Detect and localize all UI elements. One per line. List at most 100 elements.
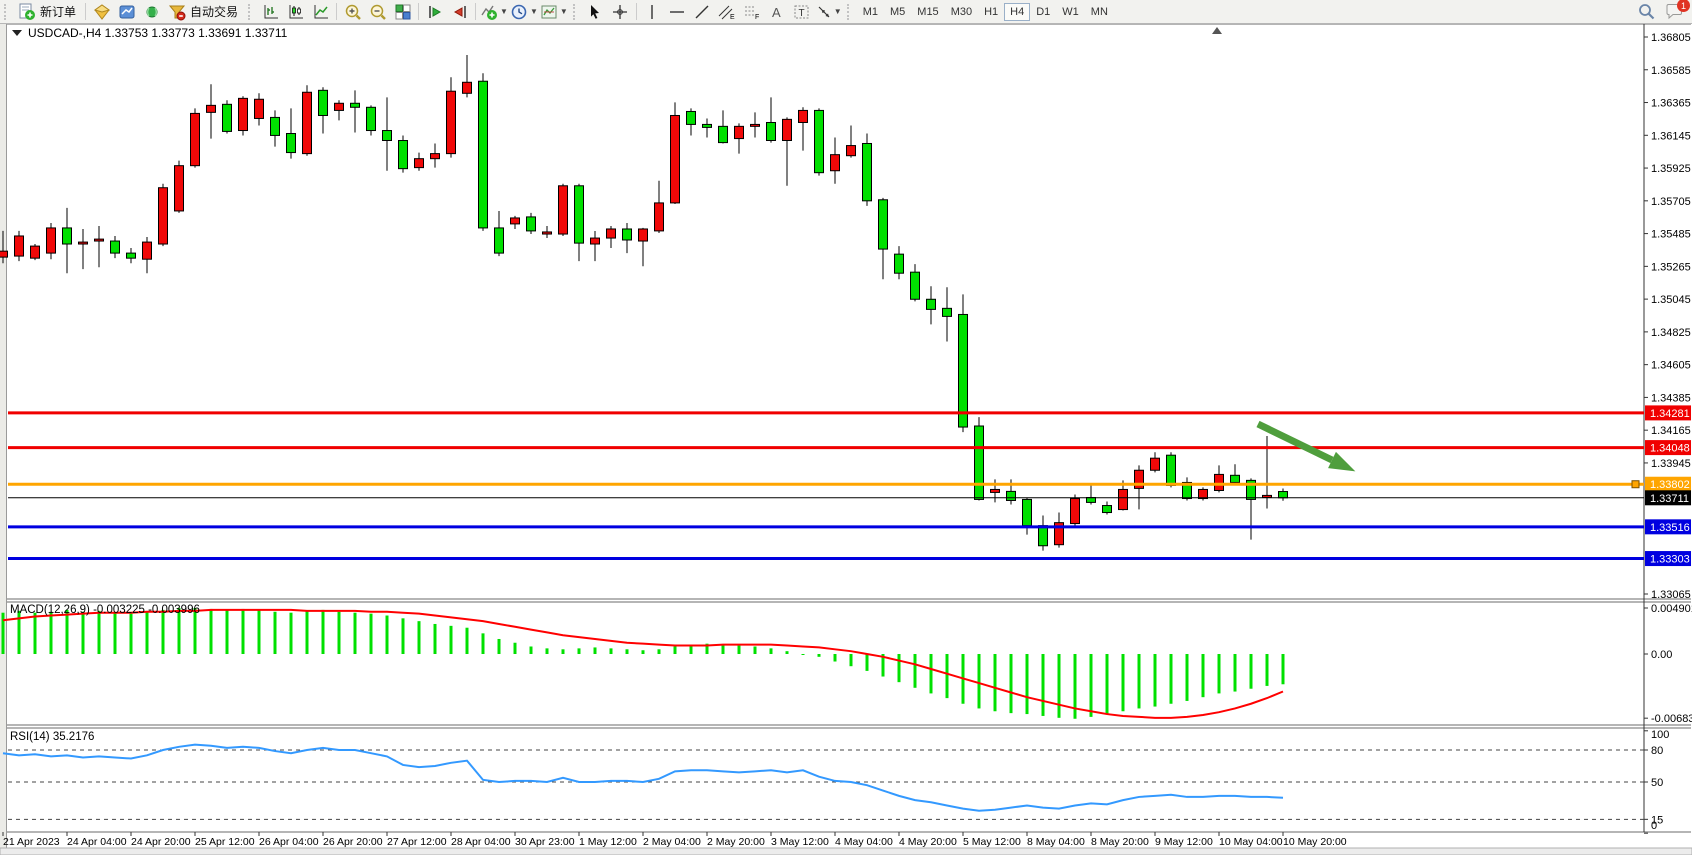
macd-bar: [977, 654, 981, 709]
candle-body: [398, 140, 408, 170]
vertical-line-tool-button[interactable]: [641, 1, 664, 22]
tile-windows-button[interactable]: [391, 1, 414, 22]
macd-bar: [513, 642, 517, 654]
horizontal-line-tool-button[interactable]: [666, 1, 689, 22]
macd-bar: [1089, 654, 1093, 717]
macd-bar: [497, 638, 501, 654]
crosshair-tool-button[interactable]: [609, 1, 632, 22]
candlestick-mode-button[interactable]: [284, 1, 307, 22]
candle-body: [1038, 525, 1048, 547]
market-watch-button[interactable]: [90, 1, 113, 22]
candle-body: [1118, 488, 1128, 511]
price-tick-label: 1.35705: [1651, 196, 1691, 208]
timeframe-m1[interactable]: M1: [862, 5, 878, 18]
new-order-button[interactable]: 新订单: [15, 1, 81, 22]
macd-bar: [785, 651, 789, 654]
macd-bar: [1, 612, 5, 654]
svg-text:A: A: [772, 5, 781, 20]
price-tick-label: 1.35265: [1651, 261, 1691, 273]
equidistant-channel-tool-button[interactable]: E: [716, 1, 739, 22]
chart-shift-button[interactable]: [448, 1, 471, 22]
price-line-label-text: 1.33711: [1650, 493, 1689, 505]
candle-body: [574, 185, 584, 244]
price-line-label-text: 1.33802: [1650, 479, 1690, 491]
macd-bar: [1025, 654, 1029, 715]
arrows-tool-button[interactable]: ▼: [816, 1, 842, 22]
timeframe-m30[interactable]: M30: [950, 5, 973, 18]
time-tick-label: 2 May 04:00: [643, 836, 701, 848]
candle-body: [766, 121, 776, 142]
bar-chart-mode-button[interactable]: [259, 1, 282, 22]
timeframe-d1[interactable]: D1: [1036, 5, 1051, 18]
channel-icon: E: [718, 5, 735, 20]
periods-button[interactable]: ▼: [510, 1, 538, 22]
candle-body: [1182, 481, 1192, 500]
price-tick-label: 1.34385: [1651, 392, 1691, 404]
rsi-axis-label: 100: [1651, 729, 1669, 741]
toolbar-gripper[interactable]: [572, 3, 580, 20]
candle-body: [638, 228, 648, 242]
timeframe-w1[interactable]: W1: [1062, 5, 1079, 18]
candle-body: [318, 89, 328, 116]
candle-body: [62, 227, 72, 245]
candle-body: [510, 217, 520, 225]
time-axis[interactable]: 21 Apr 2023 24 Apr 04:00 24 Apr 20:00 25 Ap…: [2, 832, 1347, 848]
timeframe-m5[interactable]: M5: [890, 5, 906, 18]
cursor-tool-button[interactable]: [584, 1, 607, 22]
text-label-tool-button[interactable]: T: [791, 1, 814, 22]
symbol-dropdown-icon[interactable]: [12, 30, 22, 36]
new-order-icon: [19, 3, 35, 20]
fibonacci-tool-button[interactable]: F: [741, 1, 764, 22]
candle-body: [1214, 473, 1224, 491]
svg-text:T: T: [799, 8, 805, 19]
zoom-out-icon: [370, 4, 386, 20]
price-line-label: [1645, 490, 1691, 506]
trend-arrow-object[interactable]: [1256, 420, 1356, 472]
notifications-button[interactable]: 1: [1665, 0, 1690, 20]
horizontal-line-objects[interactable]: 1.34281 1.34048 1.33802 1.33711 1.33516 1.333…: [8, 405, 1691, 567]
line-chart-icon: [314, 4, 328, 18]
line-handle[interactable]: [1631, 480, 1640, 489]
toolbar-gripper[interactable]: [248, 3, 255, 20]
horizontal-line-icon: [670, 10, 685, 13]
macd-bar: [353, 612, 357, 654]
text-tool-button[interactable]: A: [766, 1, 789, 22]
arrow-shaft[interactable]: [1256, 420, 1334, 464]
chart-shift-marker[interactable]: [1212, 27, 1222, 34]
time-tick-label: 30 Apr 23:00: [515, 836, 575, 848]
timeframe-mn[interactable]: MN: [1090, 5, 1108, 18]
price-tick-label: 1.36145: [1651, 130, 1691, 142]
timeframe-h4[interactable]: H4: [1004, 2, 1031, 21]
candle-body: [254, 98, 264, 119]
candle-body: [958, 313, 968, 428]
price-line-label-text: 1.33303: [1650, 554, 1690, 566]
macd-bar: [705, 643, 709, 654]
rsi-axis-label: 50: [1651, 777, 1663, 789]
trendline-tool-button[interactable]: [691, 1, 714, 22]
chart-background: [0, 24, 1692, 848]
toolbar-gripper[interactable]: [846, 3, 854, 20]
indicators-button[interactable]: ▼: [480, 1, 508, 22]
templates-button[interactable]: ▼: [540, 1, 568, 22]
candle-body: [350, 102, 360, 108]
time-tick-label: 21 Apr 2023: [3, 836, 60, 848]
depth-of-market-button[interactable]: [115, 1, 138, 22]
signals-button[interactable]: [140, 1, 163, 22]
separator: [418, 3, 420, 20]
line-chart-mode-button[interactable]: [309, 1, 332, 22]
search-icon[interactable]: [1638, 3, 1655, 20]
zoom-out-button[interactable]: [366, 1, 389, 22]
toolbar-gripper[interactable]: [4, 3, 11, 20]
macd-bar: [1137, 654, 1141, 709]
macd-bar: [1041, 654, 1045, 716]
timeframe-h1[interactable]: H1: [984, 5, 999, 18]
candle-body: [158, 187, 168, 245]
autotrading-button[interactable]: 自动交易: [165, 1, 243, 22]
macd-bar: [225, 609, 229, 654]
auto-scroll-button[interactable]: [423, 1, 446, 22]
price-axis[interactable]: 0.004901 0.00 -0.006838 100 80 50 150 1.36805 1.…: [1644, 32, 1692, 834]
candle-body: [1150, 457, 1160, 471]
price-tick-label: 1.33945: [1651, 458, 1691, 470]
timeframe-m15[interactable]: M15: [917, 5, 939, 18]
zoom-in-button[interactable]: [341, 1, 364, 22]
